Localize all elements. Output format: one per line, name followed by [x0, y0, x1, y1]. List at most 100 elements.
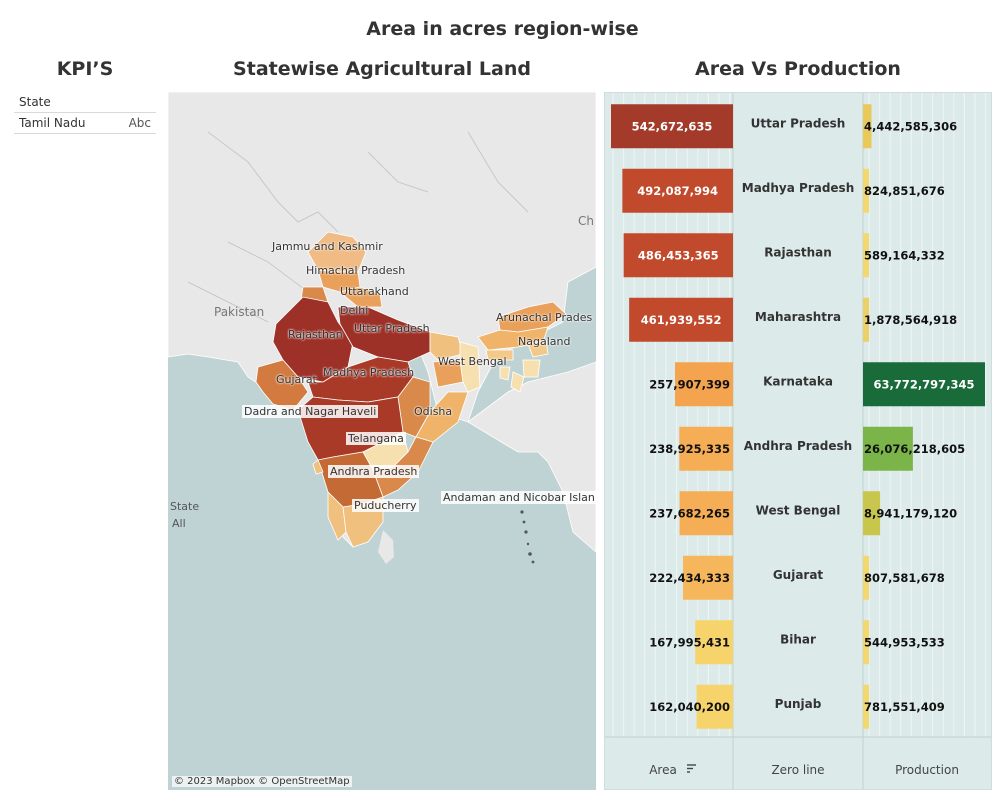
zero-line-axis-label: Zero line [771, 763, 824, 777]
ap-svg: 542,672,635 Uttar Pradesh 4,442,585,306 492… [605, 93, 991, 789]
state-kerala [327, 491, 347, 541]
production-value-label: 781,551,409 [864, 700, 945, 714]
area-bar [682, 555, 733, 600]
production-value-label: 544,953,533 [864, 635, 945, 649]
area-value-label: 237,682,265 [649, 506, 730, 520]
kpi-value: Tamil Nadu [19, 116, 86, 130]
state-uttar-pradesh [337, 306, 431, 363]
area-bar [611, 104, 733, 149]
state-bihar [429, 331, 464, 361]
area-bar [629, 297, 733, 342]
state-tripura [499, 366, 511, 381]
state-label: Gujarat [773, 568, 824, 582]
area-bar [623, 233, 733, 278]
map-label-state: Madhya Pradesh [323, 366, 415, 379]
production-bar [863, 684, 869, 729]
production-bar [863, 362, 985, 407]
production-axis-label: Production [895, 763, 959, 777]
map-label-state: Puducherry [352, 499, 419, 512]
dashboard-title: Area in acres region-wise [366, 18, 639, 40]
area-value-label: 486,453,365 [638, 248, 719, 262]
area-bar [695, 620, 733, 665]
state-mizoram [510, 371, 525, 393]
production-value-label: 807,581,678 [864, 571, 945, 585]
area-value-label: 492,087,994 [637, 184, 718, 198]
area-vs-production-title: Area Vs Production [695, 58, 901, 80]
production-value-label: 8,941,179,120 [864, 506, 957, 520]
production-value-label: 1,878,564,918 [864, 313, 957, 327]
state-label: Andhra Pradesh [744, 439, 852, 453]
state-label: Madhya Pradesh [742, 181, 855, 195]
state-label: Maharashtra [755, 310, 841, 324]
state-nagaland [527, 339, 549, 358]
map-label-state: Uttarakhand [340, 285, 409, 298]
state-label: Uttar Pradesh [751, 116, 846, 130]
kpi-row[interactable]: Tamil Nadu Abc [14, 113, 156, 134]
kpi-title: KPI’S [56, 58, 114, 80]
state-uttarakhand [339, 286, 383, 308]
map-label-state: Delhi [340, 304, 369, 317]
production-bar [863, 168, 869, 213]
map-label-state: Uttar Pradesh [354, 322, 430, 335]
production-bar [863, 620, 869, 665]
state-label: Punjab [775, 697, 822, 711]
production-bar [863, 555, 869, 600]
production-value-label: 589,164,332 [864, 248, 945, 262]
land-srilanka [378, 530, 394, 564]
map-attribution[interactable]: © 2023 Mapbox © OpenStreetMap [172, 776, 352, 787]
production-bar [863, 233, 869, 278]
area-value-label: 222,434,333 [649, 571, 730, 585]
production-bar [863, 426, 913, 471]
production-value-label: 26,076,218,605 [864, 442, 965, 456]
map-label-state: Jammu and Kashmir [272, 240, 383, 253]
map-label-state: Rajasthan [288, 328, 343, 341]
country-label-china: Ch [578, 214, 594, 228]
state-goa [312, 459, 324, 475]
map-legend-title: State [170, 500, 200, 513]
kpi-table: State Tamil Nadu Abc [14, 92, 156, 134]
land-east [467, 361, 596, 553]
area-value-label: 167,995,431 [649, 635, 730, 649]
map-label-state: West Bengal [438, 355, 507, 368]
area-bar [679, 426, 733, 471]
production-value-label: 824,851,676 [864, 184, 945, 198]
map-label-state: Nagaland [518, 335, 571, 348]
map-canvas [168, 92, 596, 564]
production-value-label: 63,772,797,345 [873, 377, 974, 391]
kpi-type-badge: Abc [128, 116, 151, 130]
area-bar [622, 168, 733, 213]
production-value-label: 4,442,585,306 [864, 119, 957, 133]
map-label-state: Dadra and Nagar Haveli [242, 405, 379, 418]
kpi-header: State [14, 92, 156, 113]
map-label-state: Himachal Pradesh [306, 264, 406, 277]
map-label-state: Odisha [414, 405, 453, 418]
state-meghalaya [485, 349, 514, 361]
area-value-label: 162,040,200 [649, 700, 730, 714]
india-map[interactable]: Pakistan Ch Jammu and Kashmir Himachal P… [168, 92, 596, 790]
area-vs-production-chart: 542,672,635 Uttar Pradesh 4,442,585,306 492… [604, 92, 992, 790]
area-axis-label: Area [649, 763, 677, 777]
map-title: Statewise Agricultural Land [233, 58, 531, 80]
map-label-state: Gujarat [276, 373, 317, 386]
map-label-state: Andhra Pradesh [328, 465, 420, 478]
state-manipur [522, 359, 541, 378]
area-value-label: 238,925,335 [649, 442, 730, 456]
map-label-state: Telangana [346, 432, 406, 445]
andaman-islands [520, 510, 535, 564]
country-label-pakistan: Pakistan [214, 305, 265, 319]
production-bar [863, 491, 881, 536]
area-bar [679, 491, 733, 536]
state-label: West Bengal [756, 503, 841, 517]
area-value-label: 461,939,552 [641, 313, 722, 327]
state-label: Karnataka [763, 374, 833, 388]
production-bar [863, 297, 869, 342]
area-bar [696, 684, 733, 729]
production-bar [863, 104, 872, 149]
state-label: Rajasthan [764, 245, 832, 259]
map-label-state: Andaman and Nicobar Islan [441, 491, 596, 504]
state-label: Bihar [780, 632, 816, 646]
map-label-state: Arunachal Prades [496, 311, 593, 324]
area-bar [675, 362, 733, 407]
area-value-label: 542,672,635 [632, 119, 713, 133]
area-value-label: 257,907,399 [649, 377, 730, 391]
